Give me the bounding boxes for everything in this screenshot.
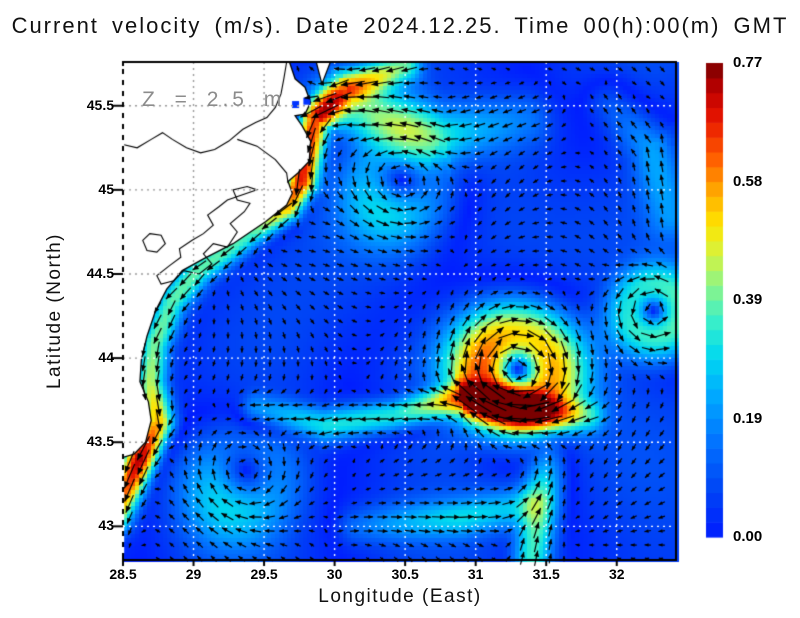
x-tick-label: 31.5: [532, 566, 560, 582]
x-tick-label: 30.5: [391, 566, 419, 582]
y-tick-label: 43: [98, 517, 114, 534]
x-tick-label: 30: [326, 566, 343, 582]
depth-annotation: Z = 2.5 m: [142, 88, 286, 111]
y-tick-label: 44.5: [86, 264, 114, 281]
y-tick-label: 45: [98, 180, 114, 197]
colorbar-tick-label: 0.39: [733, 291, 763, 308]
colorbar-tick-label: 0.58: [733, 172, 763, 190]
y-tick-label: 44: [98, 349, 114, 366]
x-tick-label: 28.5: [109, 566, 137, 582]
y-axis-label: Latitude (North): [44, 232, 65, 390]
x-tick-label: 29.5: [250, 566, 278, 582]
x-tick-label: 31: [467, 566, 484, 582]
y-tick-label: 43.5: [86, 433, 114, 450]
colorbar-tick-label: 0.77: [733, 54, 763, 71]
x-tick-label: 29: [185, 566, 202, 582]
chart-title: Current velocity (m/s). Date 2024.12.25.…: [11, 13, 789, 38]
x-tick-label: 32: [608, 566, 625, 582]
colorbar-tick-label: 0.00: [733, 528, 763, 545]
x-axis-label: Longitude (East): [318, 586, 482, 607]
colorbar-tick-label: 0.19: [733, 409, 763, 427]
y-tick-label: 45.5: [86, 96, 114, 113]
